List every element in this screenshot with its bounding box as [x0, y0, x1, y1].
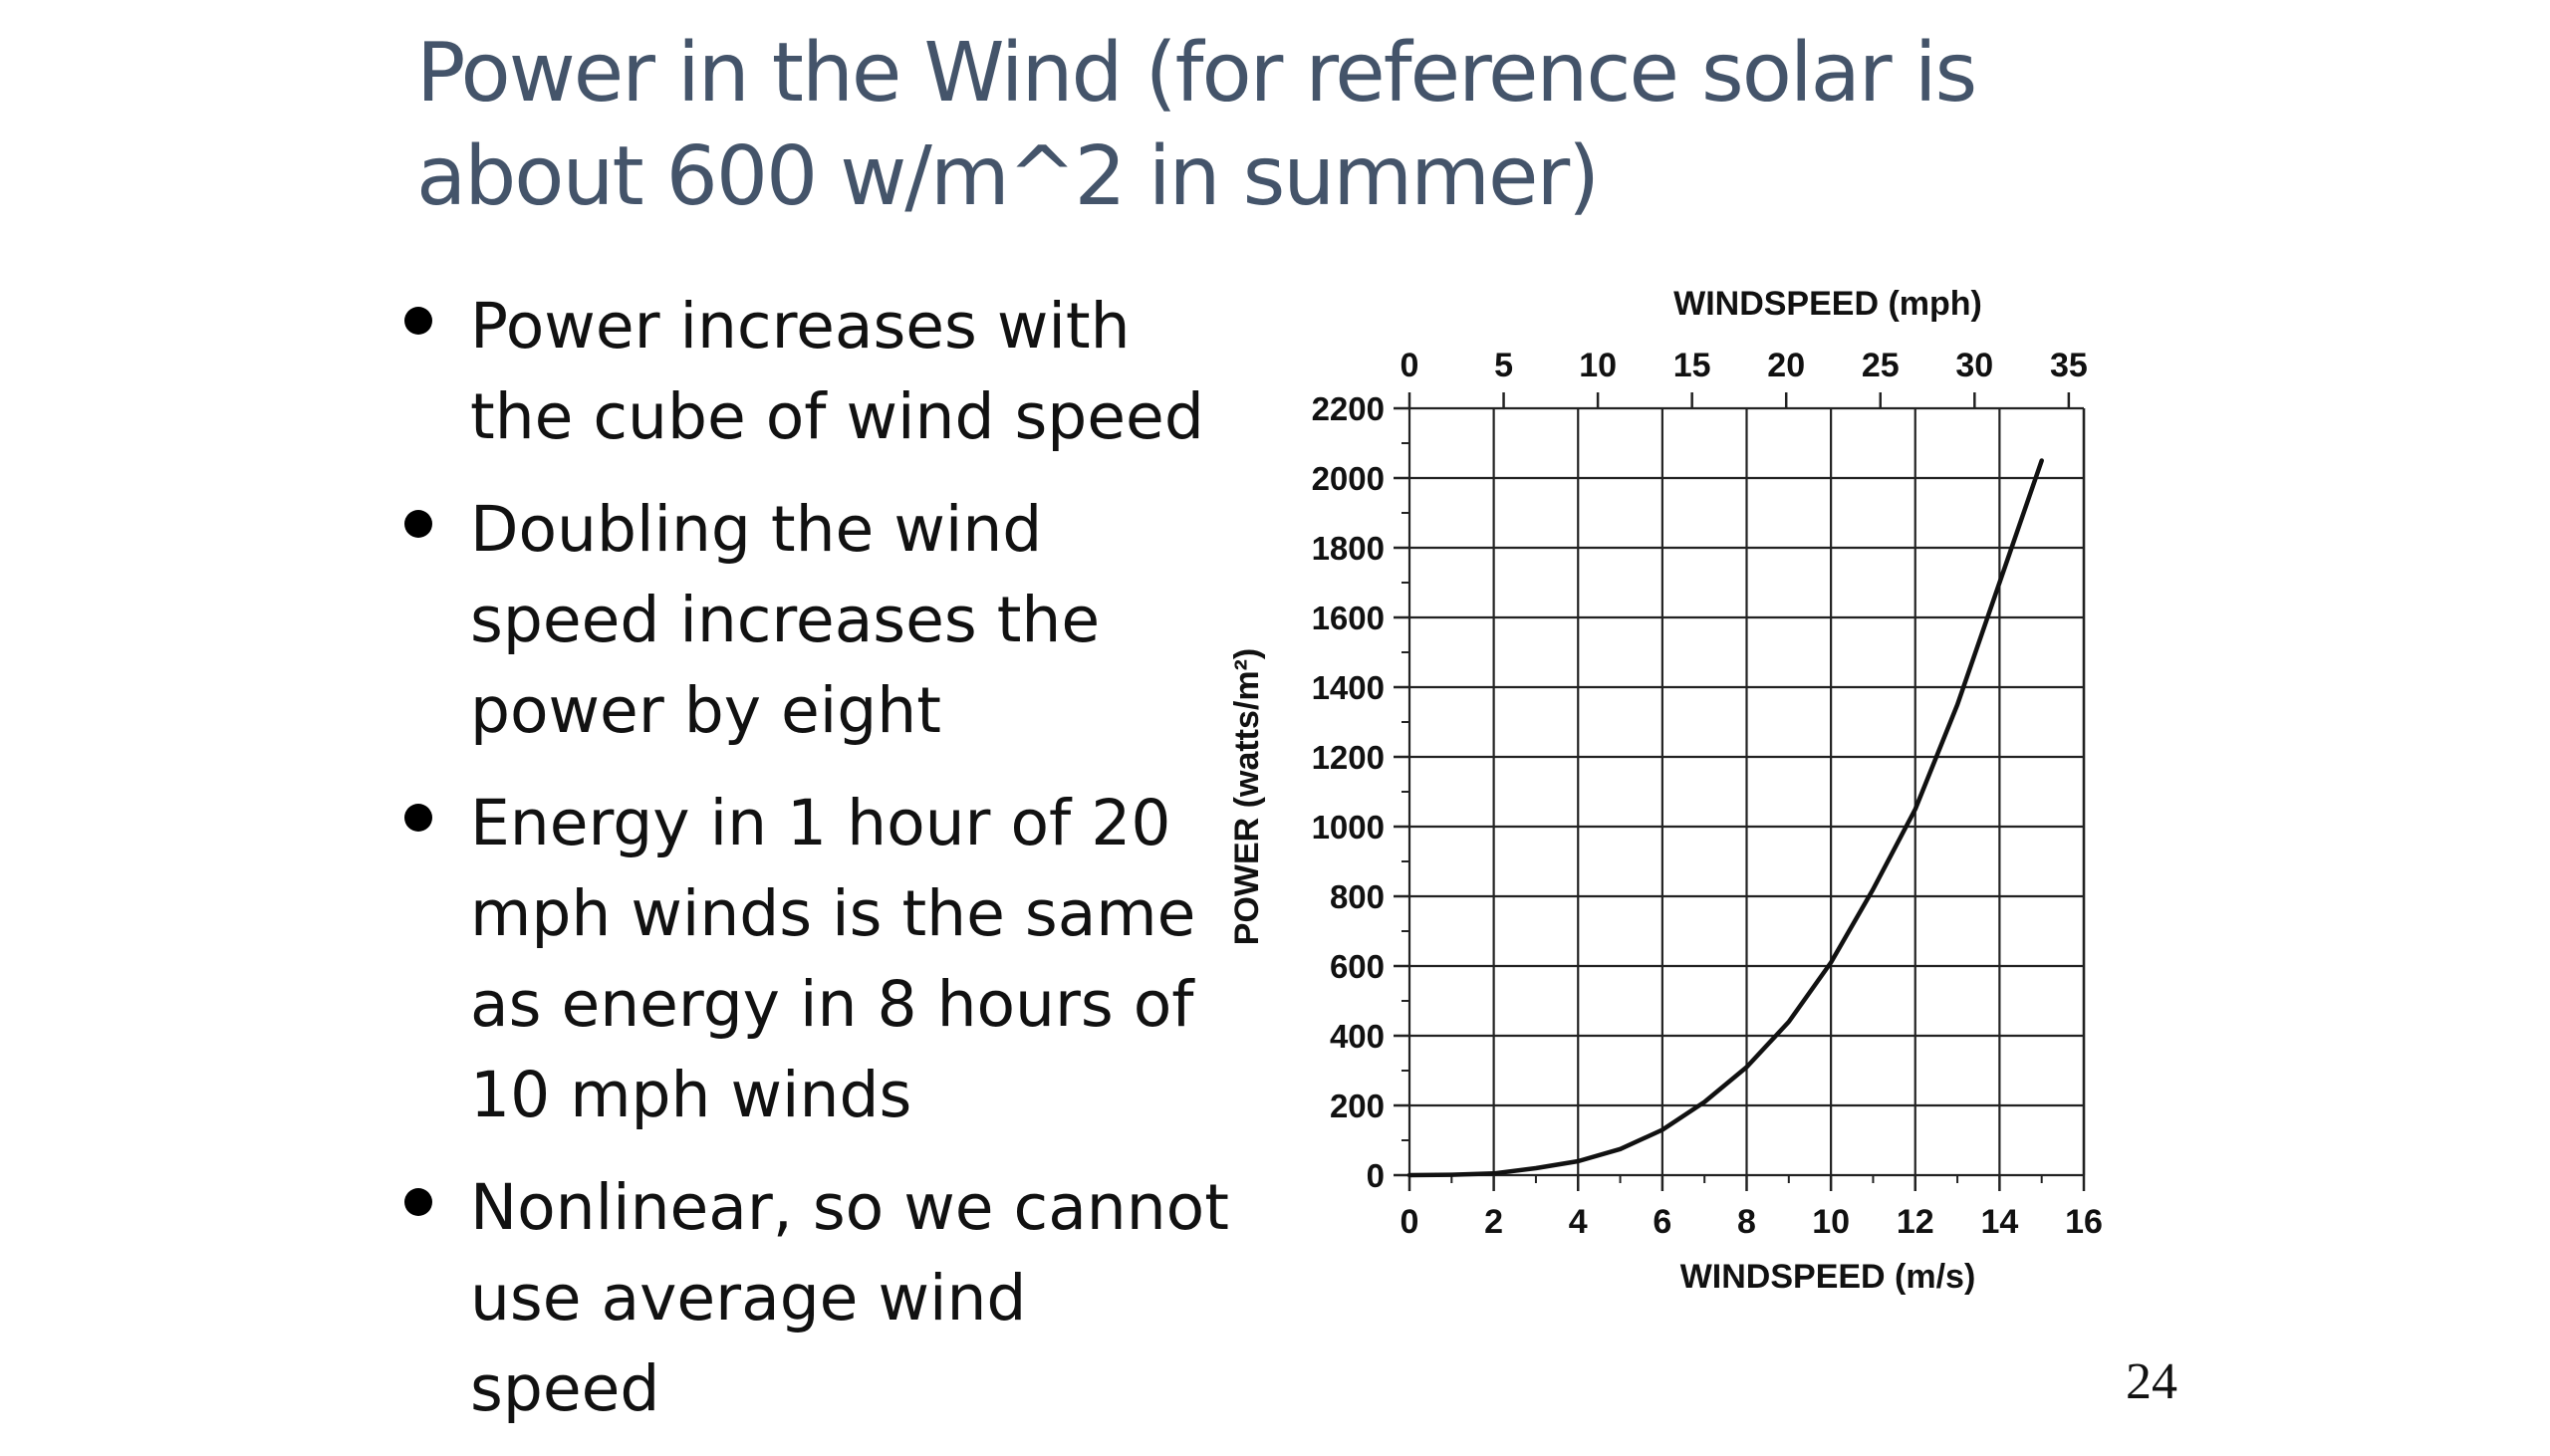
bullet-text: Power increases with the cube of wind sp… [470, 290, 1204, 453]
x2-tick-label: 5 [1494, 347, 1513, 384]
y-tick-label: 1600 [1312, 600, 1385, 636]
x2-tick-label: 35 [2050, 347, 2088, 384]
x-tick-label: 10 [1812, 1203, 1850, 1241]
x-tick-label: 16 [2065, 1203, 2103, 1241]
x-tick-label: 2 [1484, 1203, 1503, 1241]
x-tick-label: 8 [1737, 1203, 1756, 1241]
y-tick-label: 2200 [1312, 390, 1385, 427]
bullet-item: Doubling the wind speed increases the po… [396, 484, 1233, 756]
bullet-item: Energy in 1 hour of 20 mph winds is the … [396, 778, 1233, 1140]
y-tick-label: 2000 [1312, 460, 1385, 497]
bullet-dot [404, 307, 432, 335]
y-tick-label: 800 [1330, 878, 1385, 915]
x2-tick-label: 0 [1401, 347, 1419, 384]
y-tick-label: 0 [1367, 1157, 1385, 1194]
x-tick-label: 0 [1401, 1203, 1419, 1241]
bullet-dot [404, 1188, 432, 1216]
y-axis-title: POWER (watts/m²) [1228, 648, 1266, 945]
bullet-list: Power increases with the cube of wind sp… [396, 281, 1233, 1456]
x-tick-label: 14 [1980, 1203, 2018, 1241]
y-tick-label: 1400 [1312, 669, 1385, 706]
bullet-dot [404, 510, 432, 538]
x2-tick-label: 20 [1767, 347, 1805, 384]
y-tick-label: 1200 [1312, 739, 1385, 776]
x-tick-label: 6 [1653, 1203, 1671, 1241]
bullet-item: Nonlinear, so we cannot use average wind… [396, 1162, 1233, 1434]
bullet-dot [404, 804, 432, 832]
y-tick-label: 600 [1330, 948, 1385, 985]
y-tick-label: 200 [1330, 1088, 1385, 1124]
wind-power-chart: 0200400600800100012001400160018002000220… [1228, 285, 2103, 1296]
y-tick-label: 1800 [1312, 530, 1385, 567]
x2-tick-label: 25 [1862, 347, 1900, 384]
x-axis-title: WINDSPEED (m/s) [1680, 1258, 1976, 1296]
x-tick-label: 4 [1569, 1203, 1588, 1241]
x2-tick-label: 15 [1673, 347, 1711, 384]
bullet-text: Nonlinear, so we cannot use average wind… [470, 1171, 1229, 1425]
x2-tick-label: 30 [1955, 347, 1993, 384]
chart-grid [1407, 406, 2086, 1177]
x2-tick-label: 10 [1579, 347, 1617, 384]
bullet-text: Energy in 1 hour of 20 mph winds is the … [470, 787, 1196, 1131]
power-curve-line [1406, 458, 2044, 1178]
x-tick-label: 12 [1897, 1203, 1934, 1241]
chart-series [1406, 458, 2044, 1178]
chart-tick-labels: 0200400600800100012001400160018002000220… [1312, 347, 2103, 1241]
y-tick-label: 1000 [1312, 809, 1385, 846]
chart-ticks [1394, 392, 2086, 1191]
bullet-text: Doubling the wind speed increases the po… [470, 493, 1101, 747]
x2-axis-title: WINDSPEED (mph) [1673, 285, 1982, 323]
y-tick-label: 400 [1330, 1018, 1385, 1055]
bullet-item: Power increases with the cube of wind sp… [396, 281, 1233, 462]
page-number: 24 [2126, 1353, 2177, 1410]
slide-title: Power in the Wind (for reference solar i… [416, 26, 1977, 224]
